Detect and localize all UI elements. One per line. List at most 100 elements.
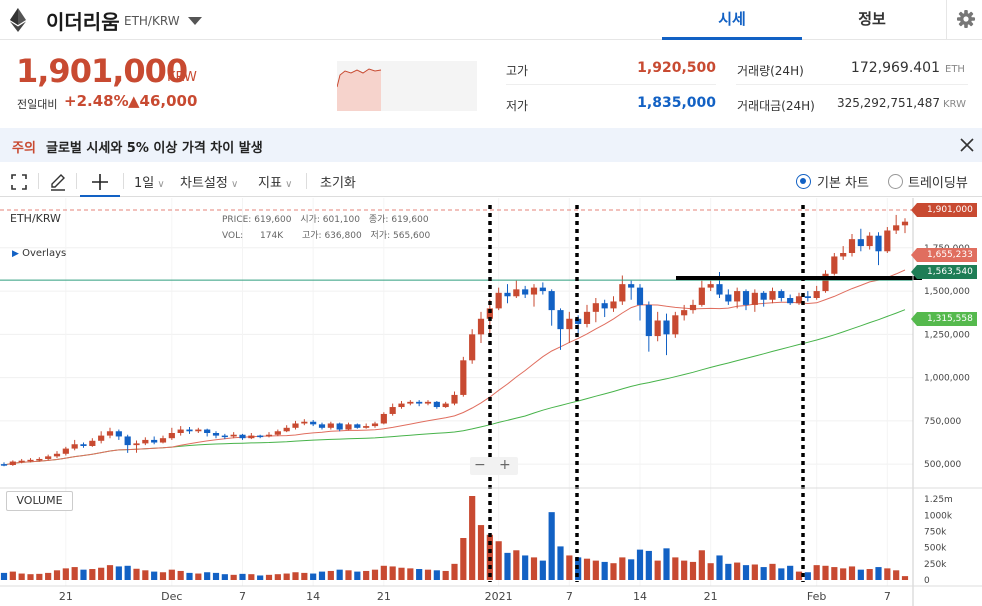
candle-body bbox=[115, 431, 122, 437]
volume-bar bbox=[204, 572, 211, 580]
volume-tick-label: 0 bbox=[924, 576, 930, 586]
change-amount: ▲46,000 bbox=[128, 92, 198, 110]
volume-bar bbox=[672, 557, 679, 580]
chart-toolbar: 1일 ∨ 차트설정 ∨ 지표 ∨ 초기화 기본 차트 트레이딩뷰 bbox=[0, 166, 982, 197]
candle-body bbox=[522, 289, 529, 295]
tradingview-radio[interactable] bbox=[888, 174, 903, 189]
volume-bar bbox=[689, 561, 697, 580]
candle-body bbox=[495, 292, 502, 309]
high-label: 고가: bbox=[301, 231, 322, 241]
candle-body bbox=[18, 460, 25, 463]
zoom-in-button[interactable]: + bbox=[499, 457, 511, 473]
coin-pair[interactable]: ETH/KRW bbox=[124, 14, 180, 28]
volume-bar bbox=[557, 546, 564, 580]
volume-bar bbox=[257, 575, 264, 580]
volume-bar bbox=[522, 555, 529, 580]
volume-bar bbox=[654, 560, 661, 580]
candle-body bbox=[575, 318, 582, 324]
overlays-toggle[interactable]: ▶ Overlays bbox=[12, 248, 66, 259]
candle-body bbox=[654, 320, 661, 337]
settings-button[interactable] bbox=[946, 0, 982, 40]
volume-bar bbox=[310, 573, 317, 580]
volume-bar bbox=[9, 571, 16, 580]
volume-tick-label: 250k bbox=[924, 560, 947, 570]
indicators-menu[interactable]: 지표 ∨ bbox=[258, 172, 292, 191]
close-icon[interactable] bbox=[958, 136, 976, 154]
notice-text: 글로벌 시세와 5% 이상 가격 차이 발생 bbox=[46, 141, 263, 156]
basic-chart-radio[interactable] bbox=[796, 174, 811, 189]
volume-bar bbox=[151, 571, 158, 580]
candle-body bbox=[698, 287, 705, 305]
amount-24h-label: 거래대금(24H) bbox=[737, 99, 815, 113]
volume-bar bbox=[0, 572, 8, 580]
volume-bar bbox=[327, 570, 334, 580]
volume-bar bbox=[265, 574, 273, 580]
vol-value: 174K bbox=[260, 231, 284, 241]
volume-bar bbox=[186, 572, 193, 580]
candle-body bbox=[98, 435, 105, 441]
tab-info[interactable]: 정보 bbox=[858, 10, 886, 28]
x-tick-label: 14 bbox=[306, 590, 320, 603]
volume-bar bbox=[292, 572, 299, 580]
volume-bar bbox=[822, 565, 829, 580]
zoom-out-button[interactable]: − bbox=[474, 457, 486, 473]
candle-body bbox=[566, 318, 573, 330]
volume-bar bbox=[875, 567, 882, 580]
reset-button[interactable]: 초기화 bbox=[320, 176, 356, 191]
basic-chart-label[interactable]: 기본 차트 bbox=[817, 176, 869, 191]
coin-dropdown-icon[interactable] bbox=[188, 17, 202, 25]
fullscreen-icon[interactable] bbox=[10, 173, 28, 191]
interval-select[interactable]: 1일 ∨ bbox=[134, 172, 165, 191]
volume-bar bbox=[857, 569, 864, 580]
chart-settings-menu[interactable]: 차트설정 ∨ bbox=[180, 172, 238, 191]
volume-bar bbox=[115, 566, 122, 580]
coin-name[interactable]: 이더리움 bbox=[46, 10, 120, 34]
volume-bar bbox=[354, 571, 361, 580]
candle-body bbox=[133, 443, 140, 446]
volume-bar bbox=[592, 560, 599, 580]
volume-tick-label: 1.25m bbox=[924, 495, 953, 505]
volume-bar bbox=[601, 561, 608, 580]
gear-icon bbox=[957, 10, 975, 28]
volume-bar bbox=[787, 565, 794, 580]
volume-bar bbox=[380, 565, 387, 580]
candle-body bbox=[389, 407, 396, 414]
ma-long-badge-text: 1,315,558 bbox=[927, 314, 973, 324]
volume-bar bbox=[610, 563, 617, 580]
tab-price[interactable]: 시세 bbox=[662, 0, 802, 40]
volume-bar bbox=[301, 572, 308, 580]
volume-bar bbox=[45, 572, 52, 580]
pencil-icon[interactable] bbox=[48, 172, 68, 192]
x-tick-label: Dec bbox=[161, 590, 182, 603]
volume-bar bbox=[230, 574, 237, 580]
ma-short-badge: 1,655,233 bbox=[911, 248, 977, 262]
volume-bar bbox=[831, 567, 838, 580]
x-tick-label: 21 bbox=[377, 590, 391, 603]
candle-body bbox=[592, 303, 599, 312]
volume-bar bbox=[566, 555, 573, 580]
crosshair-button[interactable] bbox=[80, 166, 120, 197]
badge-tip bbox=[911, 248, 917, 262]
volume-bar bbox=[239, 573, 246, 580]
notice-bar: 주의 글로벌 시세와 5% 이상 가격 차이 발생 bbox=[0, 128, 982, 162]
x-tick-label: Feb bbox=[807, 590, 826, 603]
candle-body bbox=[751, 292, 758, 305]
volume-bar bbox=[274, 574, 281, 580]
y-tick-label: 500,000 bbox=[924, 460, 961, 470]
candle-body bbox=[407, 401, 414, 404]
tradingview-label[interactable]: 트레이딩뷰 bbox=[908, 176, 968, 191]
indicators-label: 지표 bbox=[258, 176, 282, 191]
candle-body bbox=[36, 458, 43, 461]
low-label: 저가 bbox=[506, 99, 529, 113]
candles bbox=[0, 214, 909, 467]
price-chart[interactable]: 1,750,0001,500,0001,250,0001,000,000750,… bbox=[0, 198, 982, 606]
candle-body bbox=[416, 401, 423, 404]
volume-bar bbox=[451, 563, 458, 580]
chevron-down-icon: ∨ bbox=[154, 179, 165, 190]
candle-body bbox=[813, 291, 820, 298]
volume-tick-label: 500k bbox=[924, 544, 947, 554]
volume-bar bbox=[177, 570, 184, 580]
x-tick-label: 21 bbox=[704, 590, 718, 603]
candle-body bbox=[168, 433, 175, 439]
candle-body bbox=[769, 291, 776, 300]
